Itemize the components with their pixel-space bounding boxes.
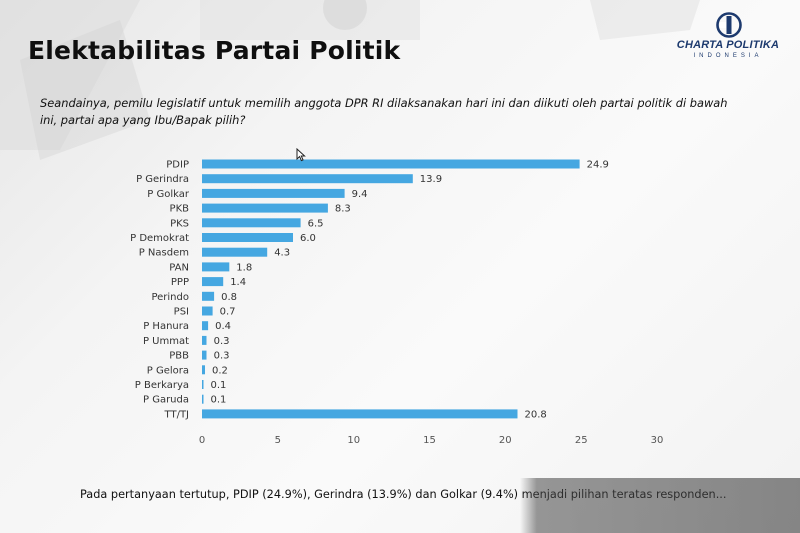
category-label: P Gerindra [136,174,189,185]
bar-8 [202,277,224,287]
value-label: 13.9 [420,174,442,185]
x-tick-label: 25 [575,435,588,446]
x-tick-label: 5 [275,435,281,446]
category-label: TT/TJ [164,409,189,420]
bar-9 [202,291,215,301]
mouse-pointer-icon [296,148,306,162]
category-label: P Gelora [147,365,189,376]
value-label: 0.3 [214,336,230,347]
value-label: 1.4 [230,277,246,288]
value-label: 20.8 [525,409,547,420]
category-label: P Golkar [147,189,190,200]
value-label: 4.3 [274,248,290,259]
logo-subtitle: INDONESIA [693,53,763,59]
value-label: 6.0 [300,233,316,244]
category-label: P Demokrat [130,233,189,244]
category-label: PAN [169,262,189,273]
x-tick-label: 30 [651,435,664,446]
x-tick-label: 10 [347,435,360,446]
bar-12 [202,335,207,345]
category-labels: PDIP P Gerindra P Golkar PKB PKS P Demokrat P … [130,160,190,421]
category-label: PPP [171,277,189,288]
bar-10 [202,306,213,316]
bar-3 [202,203,328,213]
category-label: PDIP [166,160,189,171]
value-labels: 24.9 13.9 9.48.3 6.5 6.0 4.3 1.8 1.4 0.8 0.7 0.4 0.… [211,160,609,421]
category-label: P Nasdem [139,248,189,259]
charta-politika-logo: CHARTA POLITIKA INDONESIA [664,12,792,62]
category-label: P Garuda [143,395,189,406]
category-label: Perindo [151,292,189,303]
category-label: P Ummat [143,336,189,347]
bar-11 [202,321,209,331]
bar-5 [202,233,293,242]
x-tick-label: 15 [423,435,436,446]
category-label: PKB [170,204,190,215]
slide-title: Elektabilitas Partai Politik [28,36,401,65]
bar-7 [202,262,230,272]
bar-4 [202,218,301,228]
value-label: 6.5 [308,218,324,229]
bar-6 [202,247,268,257]
bar-1 [202,174,413,184]
x-tick-label: 0 [199,435,205,446]
video-overlay [520,478,800,533]
survey-question: Seandainya, pemilu legislatif untuk memi… [40,96,728,127]
value-label: 0.1 [211,380,227,391]
value-label: 0.3 [214,351,230,362]
bar-2 [202,188,345,198]
bar-17 [202,409,518,419]
bar-0 [202,159,580,169]
value-label: 8.3 [335,204,351,215]
charta-logo-icon [716,12,742,38]
value-label: 0.1 [211,395,227,406]
value-label: 0.8 [221,292,237,303]
bar-14 [202,365,205,375]
category-label: PBB [169,351,189,362]
bar-16 [202,394,204,404]
category-label: P Hanura [143,321,189,332]
value-label: 9.4 [352,189,368,200]
category-label: PKS [170,218,189,229]
value-label: 0.2 [212,365,228,376]
value-label: 24.9 [587,160,609,171]
logo-name: CHARTA POLITIKA [676,39,780,51]
value-label: 0.4 [215,321,231,332]
bar-13 [202,350,207,360]
bars [202,159,580,419]
category-label: P Berkarya [135,380,189,391]
value-label: 0.7 [220,307,236,318]
bar-15 [202,380,204,389]
value-label: 1.8 [236,262,252,273]
x-axis: 0 5 10 15 20 25 30 [199,435,664,446]
category-label: PSI [174,307,189,318]
x-tick-label: 20 [499,435,512,446]
